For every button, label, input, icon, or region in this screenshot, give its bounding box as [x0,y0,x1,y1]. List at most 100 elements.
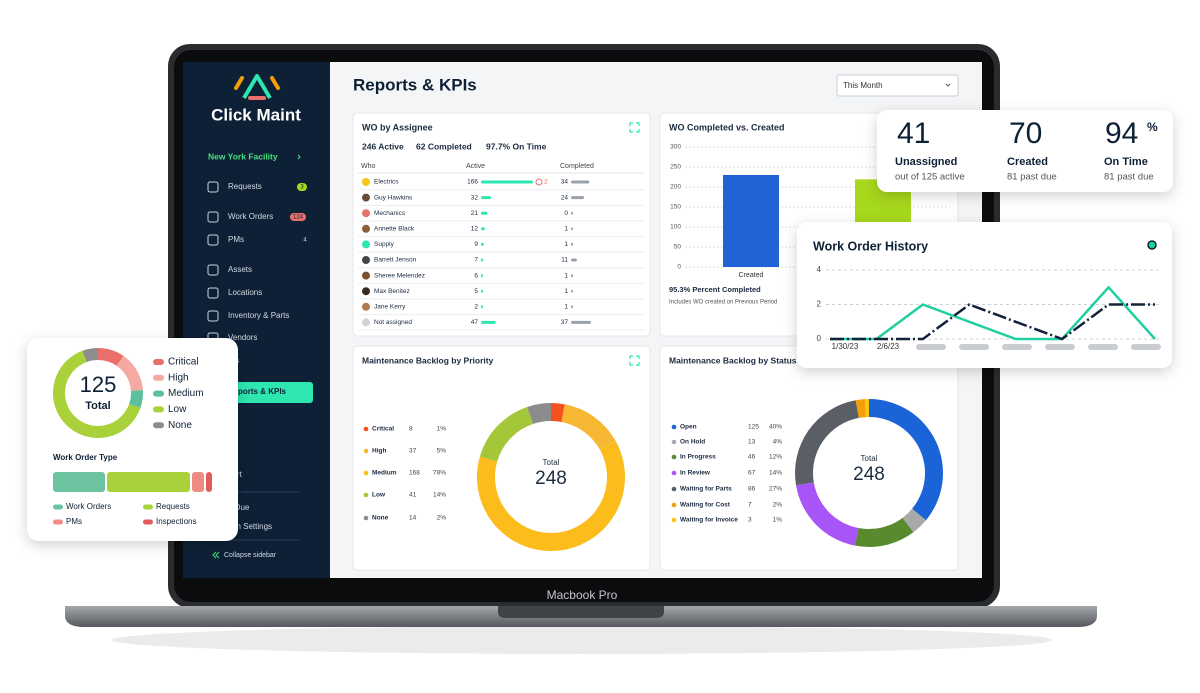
legend-swatch [153,374,164,381]
bar [723,175,779,267]
period: This Month [843,81,883,90]
donut-slice [902,508,926,533]
who: Annette Black [374,226,415,233]
legend-count: 46 [748,454,756,461]
nav-label: n Due [228,503,250,512]
legend-count: 168 [409,470,420,477]
legend-count: 13 [748,439,756,446]
legend-icon [363,448,369,454]
x-tick-placeholder [1002,344,1032,350]
card [797,222,1172,368]
legend-label: High [372,448,386,455]
floor-shadow [112,626,1052,654]
active: 2 [474,304,478,311]
avatar [362,287,370,296]
card-title: Maintenance Backlog by Status [669,355,797,365]
legend-percent: 14% [769,470,782,477]
legend-label: Low [168,404,187,415]
who: Electrics [374,179,399,186]
completed: 1 [564,304,568,311]
nav-icon [207,211,219,223]
active-bar [481,289,483,293]
chevron [945,83,951,87]
nav-label: PMs [228,235,244,244]
completed-bar [571,258,577,262]
subnote: Includes WO created on Previous Period [669,300,777,306]
stat: 97.7% On Time [486,141,547,151]
legend-percent: 5% [437,448,447,455]
legend-count: 67 [748,470,756,477]
active: 6 [474,272,478,279]
y-tick-label: 250 [670,164,681,171]
legend-label: On Hold [680,439,705,446]
completed: 1 [564,288,568,295]
completed: 24 [561,194,569,201]
avatar [362,224,370,233]
legend-count: 14 [409,515,417,522]
active: 5 [474,288,478,295]
status-dot [1147,240,1157,250]
card [877,110,1173,192]
kpi-label: On Time [1104,156,1148,168]
y-tick-label: 4 [817,265,822,274]
nav-icon [207,181,219,193]
page-title: Reports & KPIs [353,75,477,94]
legend-icon [671,439,677,445]
donut-slice [129,390,143,408]
card [352,112,651,337]
donut-label: Total [861,454,878,463]
stacked-segment [107,472,190,492]
legend-label: None [372,515,389,522]
donut-slice [561,404,616,450]
stat: 62 Completed [416,141,472,151]
donut-label: Total [85,400,110,412]
nav-badge-text: 4 [303,238,307,244]
legend-label: PMs [66,517,82,526]
legend-label: Waiting for Invoice [680,517,738,524]
who: Jane Kerry [374,304,406,311]
legend-swatch [143,519,153,525]
x-tick-placeholder [959,344,989,350]
who: Mechanics [374,210,406,217]
nav-badge-text: 124 [293,215,304,221]
completed: 0 [564,210,568,217]
completed-bar [571,274,573,278]
chevron [297,154,301,160]
nav-badge [290,213,306,221]
legend-icon [671,424,677,430]
card-title: Work Order Type [53,453,118,462]
legend-swatch [53,519,63,525]
logo [234,76,280,90]
who: Barrett Jenson [374,257,417,264]
active: 9 [474,241,478,248]
donut-slice [98,348,124,366]
overdue: 2 [544,179,548,186]
collapse: Collapse sidebar [224,552,277,559]
completed-bar [571,289,573,293]
period-select [836,74,959,97]
kpi-unit: % [1147,120,1158,134]
overdue-icon [535,178,543,186]
y-tick-label: 300 [670,144,681,151]
avatar [362,256,370,264]
legend-label: Waiting for Cost [680,502,731,509]
completed: 37 [561,319,569,326]
x-tick-label: 1/30/23 [832,342,859,351]
kpi-sub: 81 past due [1104,172,1154,183]
kpi-sub: 81 past due [1007,172,1057,183]
nav-label: Requests [228,182,262,191]
legend-swatch [143,504,153,510]
column-header: Who [361,163,376,170]
legend-label: High [168,372,189,383]
donut-slice [479,406,533,462]
facility: New York Facility [208,151,278,161]
kpi-value: 94 [1105,117,1138,150]
nav-label: ports & KPIs [238,387,287,396]
collapse-icon [212,551,220,559]
y-tick-label: 0 [677,264,681,271]
avatar [362,271,370,280]
completed-bar [571,211,573,215]
nav-icon [207,310,219,322]
